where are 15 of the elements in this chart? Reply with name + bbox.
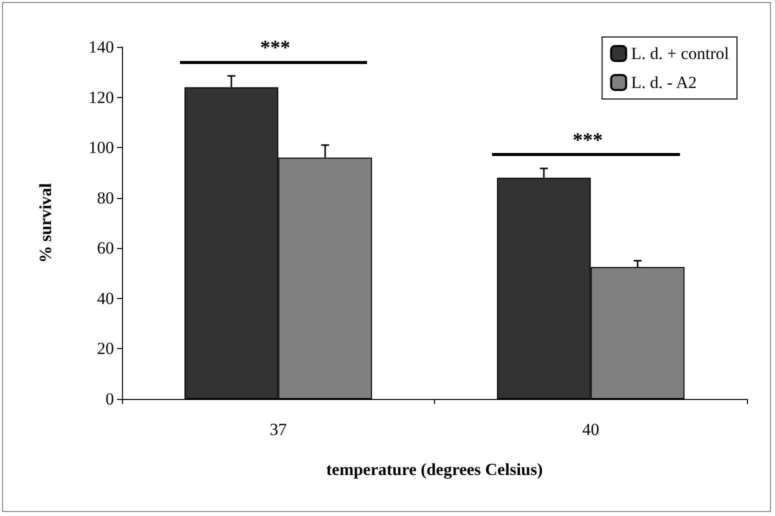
y-tick-label: 120 (88, 88, 114, 107)
y-tick-label: 140 (88, 38, 114, 56)
legend-label: L. d. + control (631, 44, 730, 63)
y-tick-label: 60 (97, 238, 114, 258)
y-tick-label: 40 (97, 288, 114, 308)
y-tick-label: 20 (97, 339, 114, 358)
legend-label: L. d. - A2 (631, 73, 697, 92)
y-tick-label: 80 (97, 188, 114, 208)
x-tick-label: 37 (270, 420, 288, 439)
y-tick-label: 100 (88, 138, 114, 158)
annotation: *** (572, 129, 603, 152)
annotation: *** (260, 36, 290, 59)
y-tick-label: 0 (106, 390, 114, 408)
x-axis-title: temperature (degrees Celsius) (326, 460, 543, 479)
y-axis-title: % survival (36, 182, 55, 263)
